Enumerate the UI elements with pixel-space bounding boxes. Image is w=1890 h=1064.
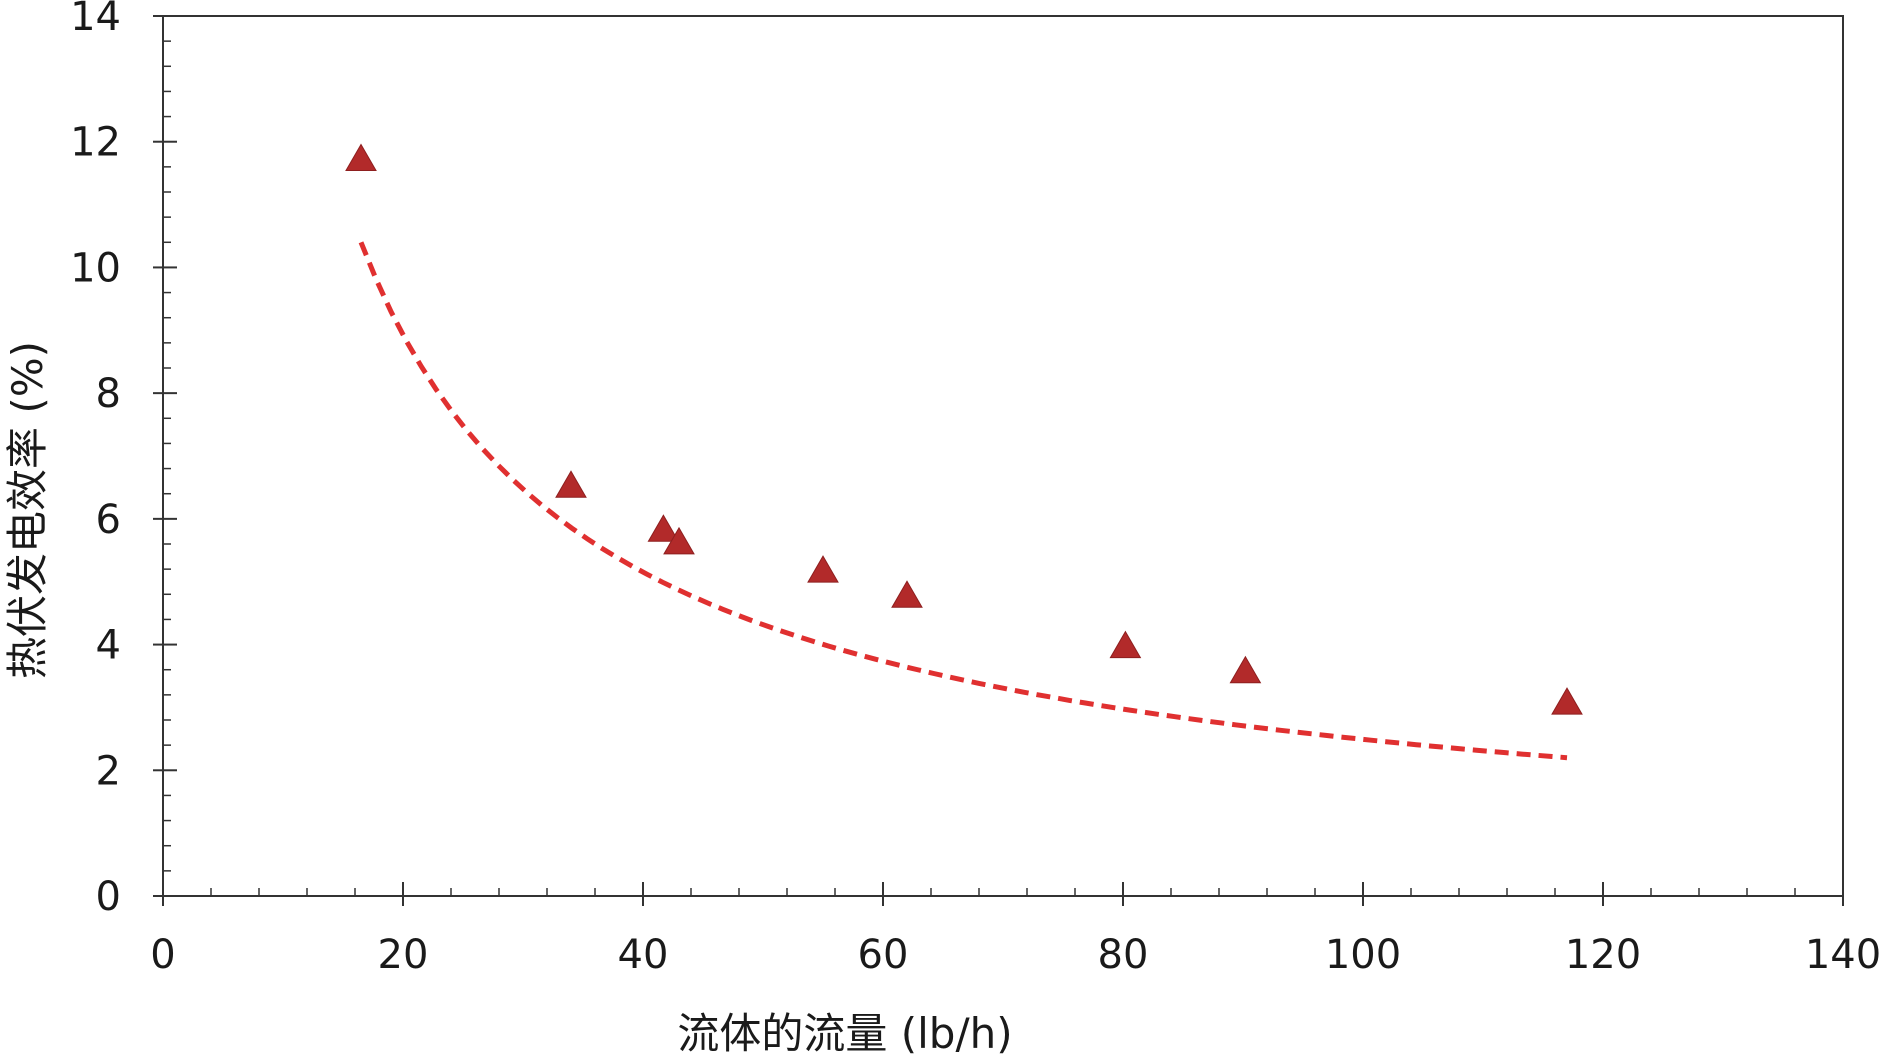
data-point-triangle	[807, 555, 839, 583]
x-tick-label: 100	[1325, 932, 1401, 978]
x-tick-label: 0	[150, 932, 175, 978]
data-point-triangle	[1229, 655, 1262, 684]
x-axis-title: 流体的流量 (lb/h)	[677, 1009, 1012, 1058]
x-tick-label: 120	[1565, 932, 1641, 978]
x-tick-label: 80	[1098, 932, 1149, 978]
data-point-triangle	[1109, 630, 1142, 659]
data-point-triangle	[555, 470, 587, 498]
trendline-layer	[358, 241, 1568, 761]
data-points	[345, 143, 1583, 715]
y-tick-label: 6	[96, 497, 121, 543]
x-tick-label: 20	[378, 932, 429, 978]
data-point-triangle	[891, 580, 923, 608]
y-tick-label: 8	[96, 371, 121, 417]
axes	[162, 15, 1844, 897]
x-tick-label: 40	[618, 932, 669, 978]
y-tick-label: 12	[70, 120, 121, 166]
tick-labels: 0 20 40 60 80 100 120 140 0 2 4 6 8 10 12 14	[70, 0, 1881, 978]
y-tick-label: 0	[96, 874, 121, 920]
y-axis-title: 热伏发电效率 (%)	[3, 341, 52, 679]
y-tick-label: 2	[96, 748, 121, 794]
ticks	[153, 15, 1844, 906]
x-tick-label: 140	[1805, 932, 1881, 978]
data-point-triangle	[647, 514, 680, 542]
plot-frame	[162, 15, 1844, 897]
trendline	[358, 241, 1568, 761]
y-tick-label: 10	[70, 245, 121, 291]
data-point-triangle	[1551, 687, 1583, 715]
y-tick-label: 4	[96, 623, 121, 669]
x-tick-label: 60	[858, 932, 909, 978]
data-point-triangle	[345, 143, 377, 171]
y-tick-label: 14	[70, 0, 121, 40]
data-point-triangle	[663, 526, 695, 555]
